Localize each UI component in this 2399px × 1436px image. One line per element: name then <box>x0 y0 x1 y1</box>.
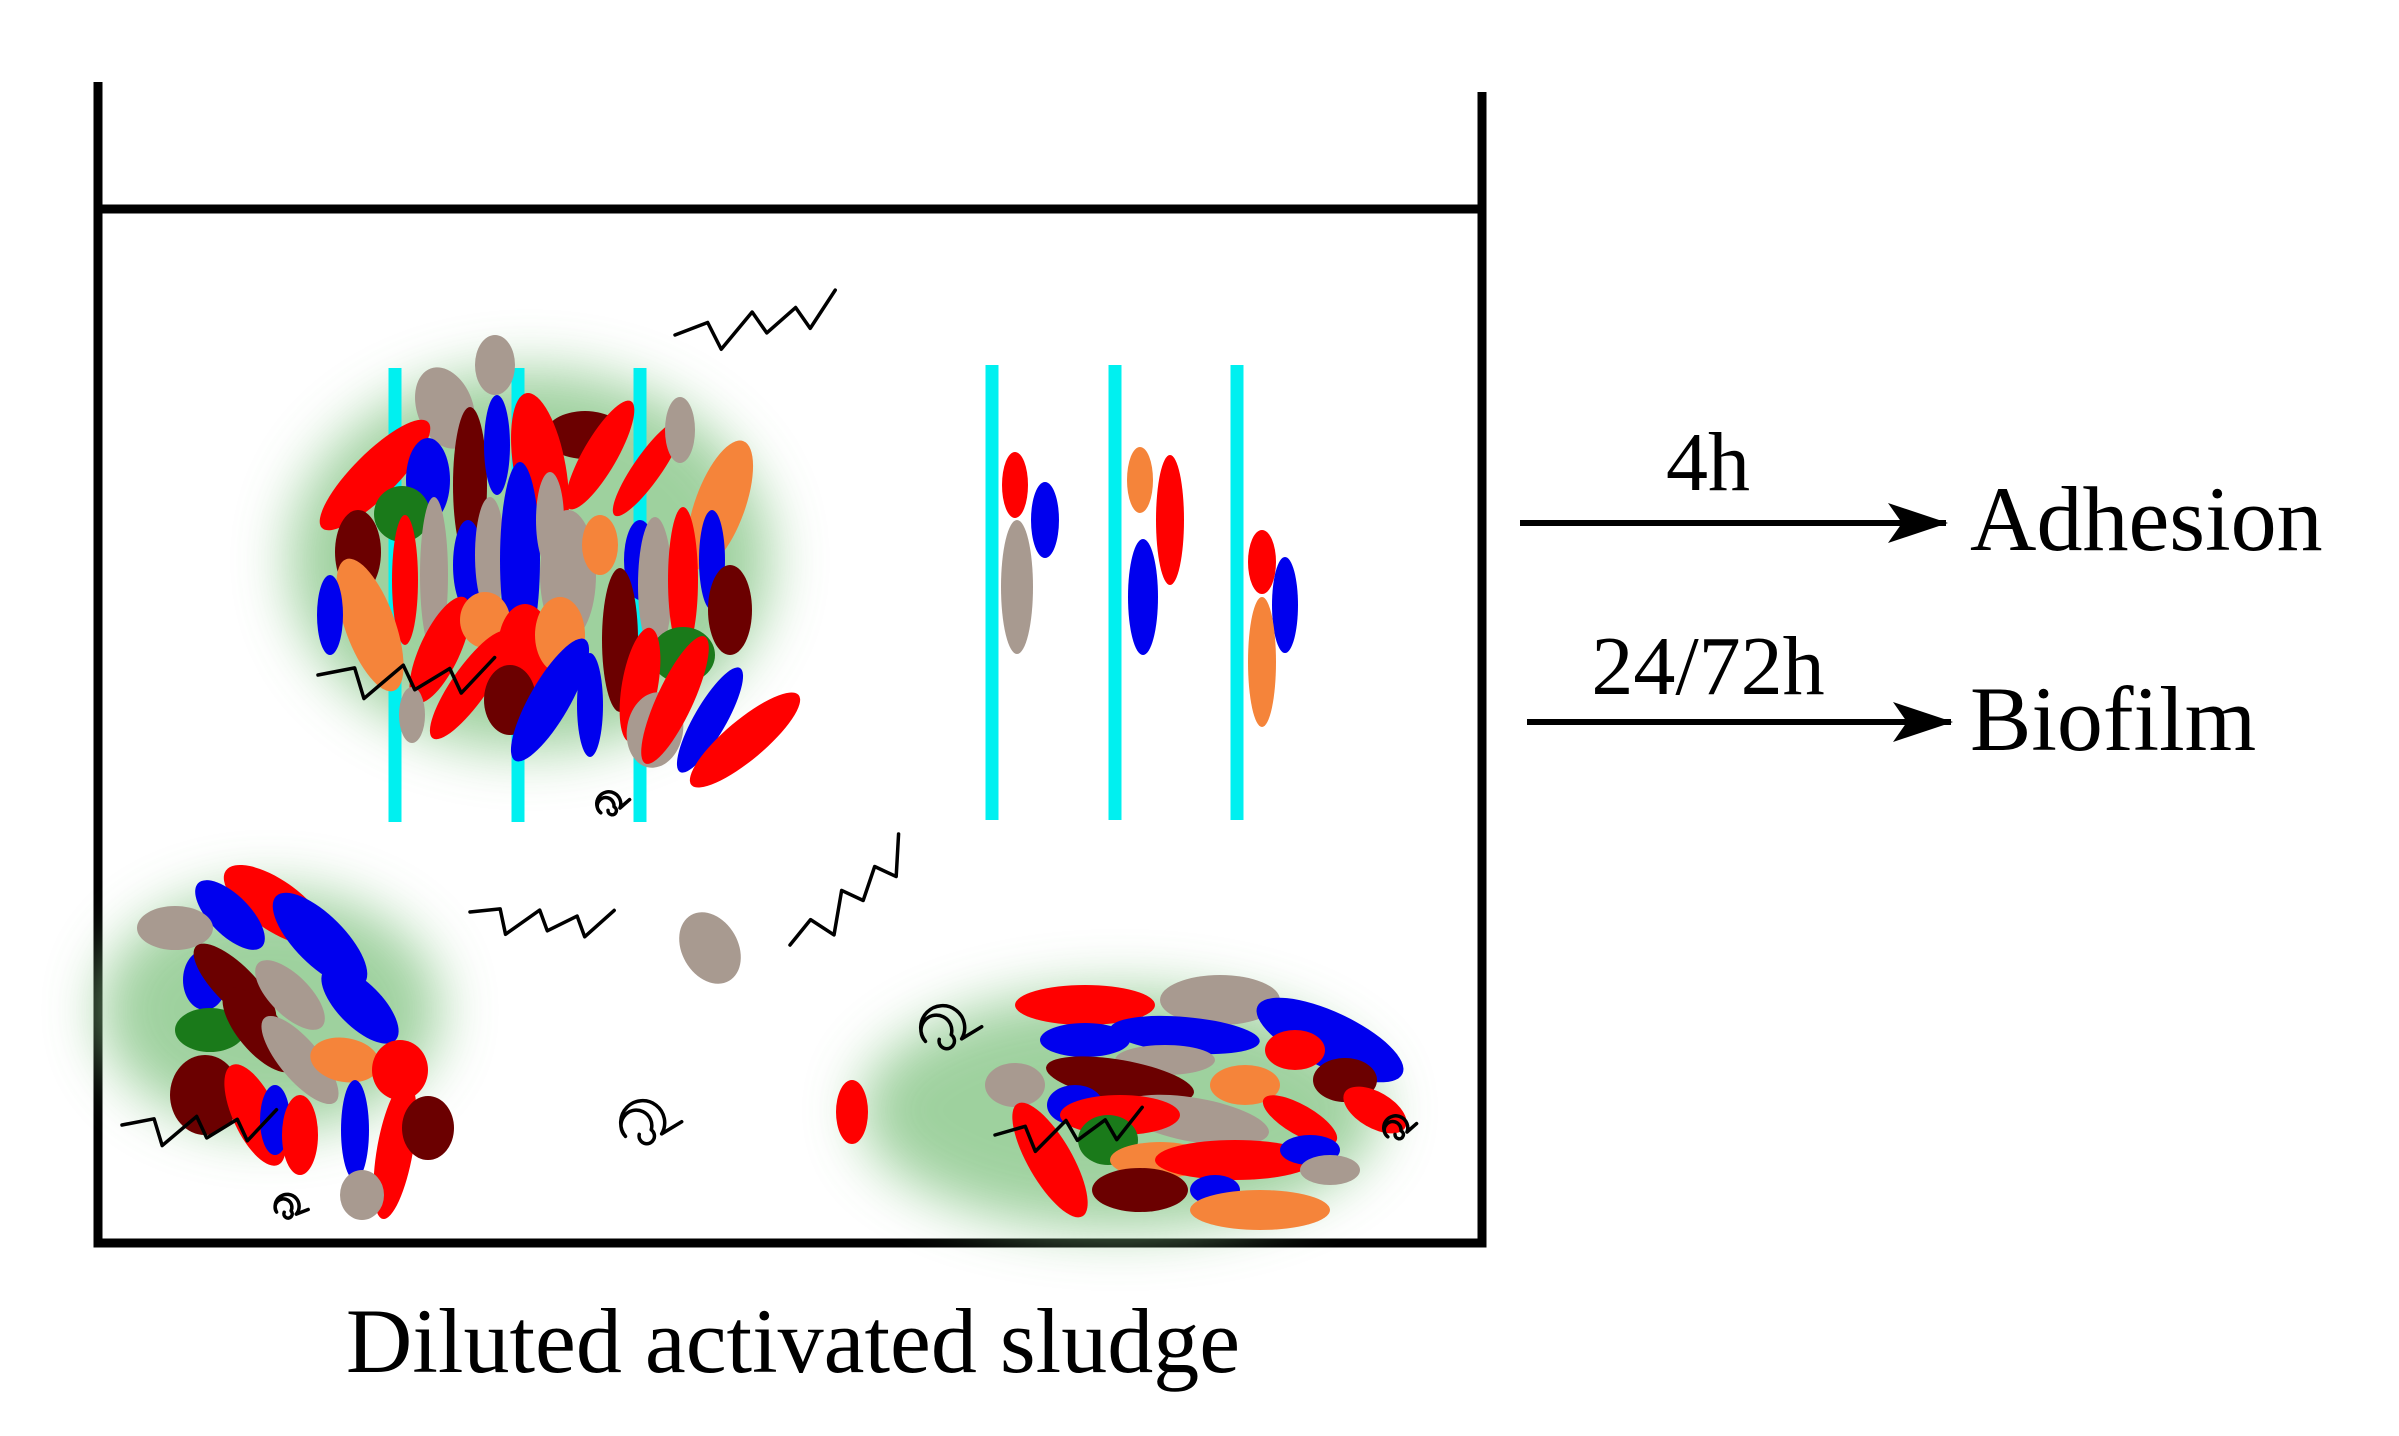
blue-cell <box>577 653 603 757</box>
label-4h: 4h <box>1666 416 1750 509</box>
blue-cell <box>272 892 368 988</box>
grey-cell <box>679 912 741 984</box>
zigzag-icon <box>673 288 837 351</box>
filaments-and-coils <box>120 288 1419 1220</box>
blue-cell <box>1128 539 1158 655</box>
orange-cell <box>1210 1065 1280 1105</box>
maroon-cell <box>1092 1168 1188 1212</box>
blue-cell <box>1272 557 1298 653</box>
orange-cell <box>1248 597 1276 727</box>
blue-cell <box>321 966 399 1044</box>
floc-upper-left <box>317 335 801 788</box>
red-cell <box>372 1040 428 1100</box>
blue-cell <box>1031 482 1059 558</box>
red-cell <box>1002 452 1028 518</box>
maroon-cell <box>402 1096 454 1160</box>
spiral-icon <box>618 1098 684 1146</box>
grey-cell <box>638 517 672 653</box>
red-cell <box>319 419 431 531</box>
red-cell <box>1262 1095 1338 1145</box>
blue-cell <box>484 395 510 495</box>
grey-cell <box>261 1015 339 1105</box>
grey-cell <box>255 960 325 1030</box>
spiral-icon <box>1382 1114 1419 1141</box>
grey-cell <box>985 1063 1045 1107</box>
zigzag-icon <box>468 907 616 939</box>
blue-cell <box>510 638 590 762</box>
caption-diluted-activated-sludge: Diluted activated sludge <box>346 1290 1240 1392</box>
label-adhesion: Adhesion <box>1970 468 2323 570</box>
orange-cell <box>582 515 618 575</box>
label-24-72h: 24/72h <box>1591 620 1824 713</box>
green-cell <box>374 486 430 542</box>
red-cell <box>1248 530 1276 594</box>
red-cell <box>1156 455 1184 585</box>
blue-cell <box>676 667 744 773</box>
red-cell <box>565 400 635 510</box>
red-cell <box>1012 1102 1088 1218</box>
free-cells <box>679 912 868 1144</box>
maroon-cell <box>170 1055 240 1135</box>
orange-cell <box>336 558 404 692</box>
red-cell <box>1265 1030 1325 1070</box>
grey-cell <box>475 335 515 395</box>
maroon-cell <box>708 565 752 655</box>
adhered-cells <box>1001 447 1298 727</box>
spiral-icon <box>595 790 632 817</box>
blue-cell <box>1040 1023 1130 1057</box>
grey-cell <box>665 397 695 463</box>
grey-cell <box>399 687 425 743</box>
grey-cell <box>137 906 213 950</box>
grey-cell <box>475 497 505 613</box>
orange-cell <box>1127 447 1153 513</box>
blue-cell <box>1256 997 1404 1083</box>
grey-cell <box>1001 520 1033 654</box>
red-cell <box>641 636 709 764</box>
floc-lower-right <box>985 975 1407 1230</box>
blue-cell <box>195 880 265 950</box>
red-cell <box>409 596 471 704</box>
red-cell <box>392 515 418 645</box>
spiral-icon <box>918 1003 984 1051</box>
maroon-cell <box>1046 1056 1194 1104</box>
red-cell <box>668 507 698 653</box>
spiral-icon <box>273 1192 310 1220</box>
red-cell <box>612 419 684 517</box>
process-arrows <box>1520 503 1953 742</box>
zigzag-icon <box>120 1107 279 1148</box>
red-cell <box>1155 1140 1315 1180</box>
orange-cell <box>1190 1190 1330 1230</box>
red-cell <box>1015 985 1155 1025</box>
blue-cell <box>1110 1015 1260 1055</box>
red-cell <box>282 1095 318 1175</box>
red-cell <box>689 692 801 788</box>
floc-lower-left <box>137 864 454 1220</box>
beaker <box>93 82 1487 1248</box>
orange-cell <box>310 1037 380 1083</box>
blue-cell <box>341 1080 369 1180</box>
zigzag-icon <box>316 655 497 701</box>
grey-cell <box>1160 975 1280 1025</box>
blue-cell <box>317 575 343 655</box>
zigzag-icon <box>993 1105 1144 1154</box>
red-cell <box>836 1080 868 1144</box>
zigzag-icon <box>788 832 901 947</box>
grey-cell <box>1300 1155 1360 1185</box>
grey-cell <box>340 1170 384 1220</box>
label-biofilm: Biofilm <box>1970 668 2256 770</box>
beaker-outline <box>93 82 1487 1248</box>
